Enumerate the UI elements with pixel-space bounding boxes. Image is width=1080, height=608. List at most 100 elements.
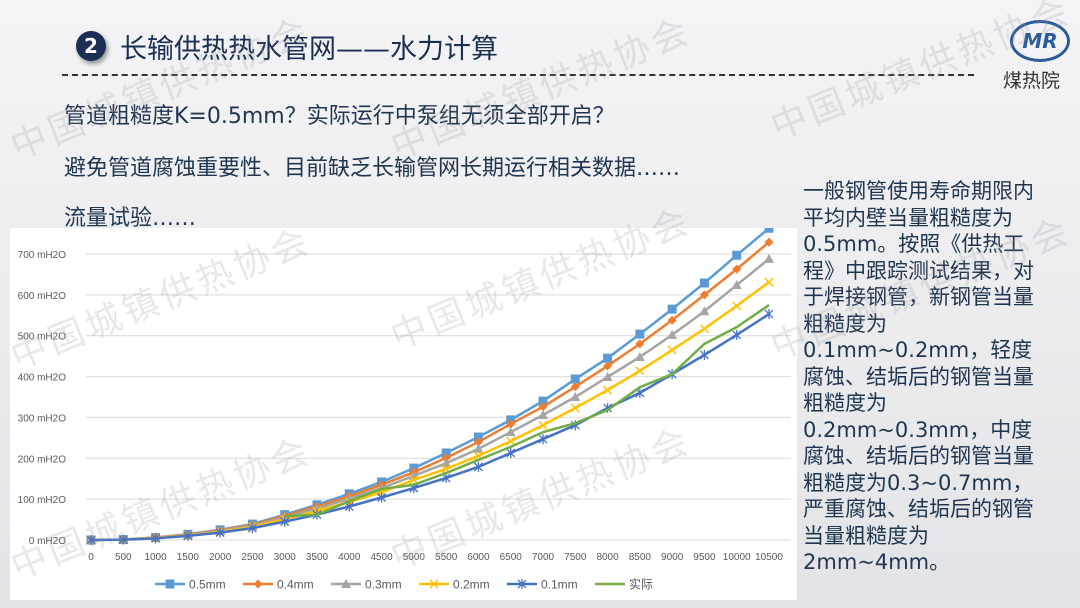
x-tick-label: 500 <box>115 552 132 563</box>
legend-label: 0.2mm <box>453 578 490 592</box>
y-tick-label: 500 mH2O <box>18 332 67 343</box>
marker-square <box>603 353 613 363</box>
side-note-line: 0.1mm~0.2mm，轻度 <box>803 338 1033 362</box>
x-tick-label: 1000 <box>144 552 167 563</box>
x-tick-label: 2500 <box>241 552 264 563</box>
legend-label: 实际 <box>629 577 653 592</box>
marker-triangle <box>341 579 351 588</box>
y-tick-label: 400 mH2O <box>18 373 67 384</box>
marker-star <box>506 447 516 458</box>
side-note-line: 粗糙度为 <box>803 311 887 336</box>
marker-x <box>429 579 439 589</box>
marker-triangle <box>473 443 484 453</box>
bullet-2: 避免管道腐蚀重要性、目前缺乏长输管网长期运行相关数据…… <box>64 156 681 181</box>
legend-label: 0.5mm <box>189 578 226 592</box>
x-tick-label: 3500 <box>306 552 329 563</box>
marker-star <box>86 535 96 545</box>
marker-triangle <box>731 280 742 290</box>
marker-star <box>118 534 128 545</box>
x-tick-label: 6500 <box>500 552 523 563</box>
x-tick-label: 3000 <box>274 552 297 563</box>
x-tick-label: 5000 <box>403 552 426 563</box>
marker-diamond <box>699 290 709 300</box>
marker-star <box>215 527 225 538</box>
marker-star <box>280 516 290 527</box>
series-line-0.1mm <box>90 313 770 542</box>
marker-square <box>635 329 645 339</box>
x-tick-label: 8000 <box>596 552 619 563</box>
side-note-line: 于焊接钢管，新钢管当量 <box>803 285 1034 309</box>
marker-diamond <box>473 437 483 447</box>
marker-x <box>732 301 742 311</box>
marker-triangle <box>699 306 710 316</box>
legend-label: 0.3mm <box>365 578 402 592</box>
legend-label: 0.4mm <box>277 578 314 592</box>
marker-x <box>570 403 580 413</box>
marker-square <box>764 223 774 233</box>
side-note-line: 当量粗糙度为 <box>803 523 929 548</box>
title-divider <box>62 74 974 76</box>
series-line-0.5mm <box>90 228 770 542</box>
series-line-0.3mm <box>90 257 770 542</box>
x-tick-label: 9000 <box>661 552 684 563</box>
marker-diamond <box>570 382 580 392</box>
y-tick-label: 200 mH2O <box>18 454 67 465</box>
marker-x <box>635 366 645 376</box>
x-tick-label: 4000 <box>338 552 361 563</box>
y-tick-label: 100 mH2O <box>18 495 67 506</box>
logo-text: 煤热院 <box>1003 70 1061 92</box>
y-tick-label: 300 mH2O <box>18 413 67 424</box>
marker-star <box>247 523 257 534</box>
marker-diamond <box>764 237 774 247</box>
logo: MR <box>1010 20 1070 62</box>
marker-diamond <box>603 361 613 371</box>
side-note-line: 腐蚀、结垢后的钢管当量 <box>803 364 1034 389</box>
marker-triangle <box>764 253 774 263</box>
x-tick-label: 1500 <box>177 552 200 563</box>
marker-triangle <box>538 409 548 419</box>
marker-square <box>538 396 548 406</box>
side-note-line: 粗糙度为 <box>803 391 887 415</box>
marker-x <box>506 436 516 446</box>
side-note-line: 腐蚀、结垢后的钢管当量 <box>803 444 1034 468</box>
x-tick-label: 10000 <box>723 552 751 563</box>
marker-triangle <box>667 329 678 339</box>
side-note-line: 严重腐蚀、结垢后的钢管 <box>803 497 1034 521</box>
x-tick-label: 0 <box>88 552 94 563</box>
y-tick-label: 700 mH2O <box>18 250 67 261</box>
series-line-0.2mm <box>90 281 770 542</box>
hydraulic-chart: 0 mH2O 100 mH2O 200 mH2O 300 mH2O 400 mH2O 50… <box>10 223 797 600</box>
marker-diamond <box>635 339 645 349</box>
side-note-line: 2mm~4mm。 <box>803 550 951 574</box>
x-tick-label: 4500 <box>370 552 393 563</box>
marker-diamond <box>441 453 451 463</box>
marker-diamond <box>506 419 516 429</box>
marker-x <box>603 385 613 395</box>
marker-x <box>538 420 548 430</box>
series-line-实际 <box>284 304 770 518</box>
marker-square <box>699 278 709 288</box>
marker-diamond <box>538 402 548 412</box>
marker-star <box>732 329 742 340</box>
y-tick-label: 600 mH2O <box>18 291 67 302</box>
x-tick-label: 7500 <box>564 552 587 563</box>
marker-star <box>183 530 193 541</box>
marker-triangle <box>570 392 581 401</box>
marker-star <box>699 349 709 360</box>
marker-star <box>151 533 161 544</box>
y-tick-label: 0 mH2O <box>29 536 66 547</box>
x-tick-label: 10500 <box>755 552 783 563</box>
marker-diamond <box>253 579 263 589</box>
side-note: 一般钢管使用寿命期限内 平均内壁当量粗糙度为 0.5mm。按照《供热工 程》中跟踪测试… <box>803 178 1034 576</box>
marker-triangle <box>602 371 613 381</box>
series-line-0.4mm <box>90 241 770 542</box>
chart-svg: 0 mH2O 100 mH2O 200 mH2O 300 mH2O 400 mH2O 50… <box>18 223 791 592</box>
marker-square <box>473 432 483 442</box>
marker-x <box>667 345 677 355</box>
marker-star <box>377 492 387 503</box>
x-tick-label: 8500 <box>629 552 652 563</box>
marker-triangle <box>505 427 516 437</box>
side-note-line: 程》中跟踪测试结果，对 <box>803 258 1034 283</box>
bullet-3: 流量试验…… <box>64 206 197 231</box>
marker-square <box>441 448 451 458</box>
